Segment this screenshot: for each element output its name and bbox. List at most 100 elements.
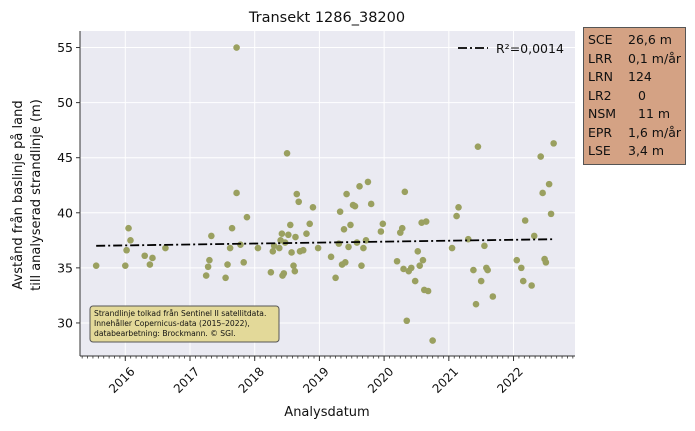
data-point: [367, 200, 375, 208]
x-tick-label: 2021: [430, 364, 461, 395]
stat-row-lrr: LRR 0,1 m/år: [588, 50, 681, 69]
data-point: [267, 268, 275, 276]
data-point: [206, 256, 213, 264]
stat-value: 124: [628, 69, 652, 84]
data-point: [123, 246, 130, 254]
data-point: [416, 262, 424, 269]
data-point: [327, 253, 335, 261]
legend: R²=0,0014: [458, 41, 564, 56]
data-point: [254, 244, 262, 252]
data-point: [364, 178, 372, 186]
y-tick-label: 30: [57, 315, 73, 330]
data-point: [345, 243, 352, 251]
stat-key: EPR: [588, 124, 613, 140]
data-point: [422, 218, 430, 225]
data-point: [407, 264, 415, 272]
data-point: [550, 140, 557, 147]
x-tick-label: 2016: [106, 364, 137, 395]
y-tick-label: 40: [57, 205, 73, 220]
data-point: [429, 337, 436, 344]
data-point: [141, 252, 149, 260]
data-point: [237, 241, 244, 249]
data-point: [358, 262, 365, 269]
data-point: [149, 254, 156, 262]
data-point: [414, 248, 422, 255]
data-point: [121, 262, 129, 269]
data-point: [233, 189, 240, 197]
stat-value: 26,6 m: [628, 32, 672, 47]
data-point: [283, 149, 291, 157]
data-point: [286, 221, 294, 229]
data-point: [295, 198, 303, 206]
data-point: [285, 231, 292, 239]
data-point: [448, 244, 456, 252]
data-point: [477, 277, 485, 285]
data-point: [293, 190, 301, 198]
data-point: [424, 287, 432, 295]
stat-row-sce: SCE 26,6 m: [588, 31, 681, 50]
data-point: [125, 224, 132, 232]
data-point: [528, 282, 535, 289]
data-point: [379, 220, 387, 228]
x-tick-label: 2019: [300, 364, 331, 395]
data-point: [288, 249, 295, 256]
data-point: [240, 259, 248, 266]
data-point: [340, 226, 348, 233]
y-tick-label: 55: [57, 40, 73, 55]
data-point: [275, 244, 283, 252]
stat-key: SCE: [588, 32, 613, 47]
attribution-line-2: Innehåller Copernicus-data (2015–2022),: [94, 319, 250, 328]
data-point: [517, 264, 525, 272]
x-tick-label: 2020: [365, 364, 396, 395]
stat-value: 1,6 m/år: [627, 124, 681, 140]
data-point: [513, 256, 521, 264]
data-point: [280, 270, 288, 277]
stat-key: LRN: [588, 69, 613, 84]
data-point: [484, 266, 491, 274]
legend-label: R²=0,0014: [496, 41, 564, 56]
trend-line: [96, 238, 553, 247]
y-axis-label-line-1: Avstånd från baslinje på land: [11, 100, 26, 289]
stat-row-lrn: LRN 124: [588, 68, 681, 87]
data-point: [309, 203, 317, 211]
x-tick-label: 2022: [494, 364, 525, 395]
data-point: [419, 256, 427, 264]
x-axis: 2016 2017 2018 2019 2020 2021 2022: [80, 355, 575, 396]
y-tick-label: 45: [57, 150, 73, 165]
data-point: [489, 293, 497, 300]
stat-key: NSM: [588, 106, 617, 121]
data-point: [472, 300, 480, 308]
data-point: [481, 242, 488, 250]
data-point: [303, 230, 310, 238]
data-point: [269, 248, 277, 255]
data-point: [92, 262, 100, 269]
stat-value: 3,4 m: [628, 143, 665, 158]
stat-row-nsm: NSM 11 m: [588, 105, 681, 124]
data-point: [146, 261, 154, 268]
data-point: [537, 153, 545, 160]
y-tick-label: 50: [57, 95, 73, 110]
data-point: [299, 246, 307, 254]
data-point: [530, 232, 538, 240]
stat-value: 0,1 m/år: [627, 50, 681, 66]
data-point: [464, 235, 472, 243]
data-point: [343, 190, 350, 198]
attribution-box: Strandlinje tolkad från Sentinel II sate…: [89, 305, 280, 343]
data-point: [377, 228, 385, 235]
data-point: [539, 189, 546, 197]
data-point: [519, 277, 527, 285]
x-axis-label: Analysdatum: [284, 405, 369, 420]
data-point: [453, 212, 460, 220]
data-points: [92, 44, 557, 344]
attribution-background: [89, 305, 280, 343]
stat-row-lr2: LR2 0: [588, 87, 681, 106]
data-point: [243, 213, 251, 221]
data-point: [202, 272, 210, 279]
x-tick-label: 2018: [236, 364, 267, 395]
data-point: [208, 232, 215, 240]
data-point: [314, 244, 322, 252]
data-point: [403, 317, 411, 325]
data-point: [127, 237, 134, 244]
data-point: [411, 277, 419, 285]
data-point: [351, 202, 359, 210]
